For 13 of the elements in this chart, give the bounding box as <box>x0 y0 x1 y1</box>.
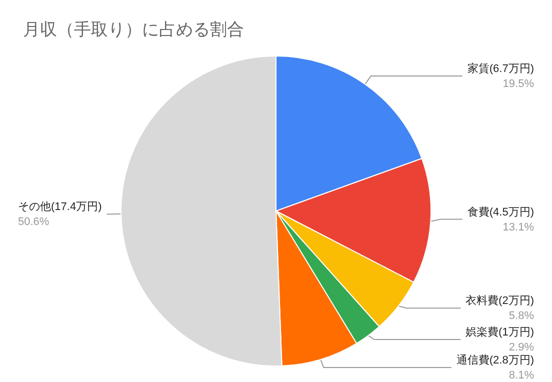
data-label: 2.9% <box>508 342 534 354</box>
slice-label: 通信費(2.8万円) <box>456 354 534 366</box>
slice-label: 娯楽費(1万円) <box>466 326 534 338</box>
chart-title: 月収（手取り）に占める割合 <box>23 20 244 39</box>
data-label: 8.1% <box>508 370 534 382</box>
slice-label: 家賃(6.7万円) <box>467 62 534 76</box>
data-label: 19.5% <box>502 78 534 90</box>
slice-label: 衣料費(2万円) <box>466 294 534 308</box>
data-label: 13.1% <box>502 221 534 234</box>
data-label: 50.6% <box>18 216 50 228</box>
data-label: 5.8% <box>508 310 534 322</box>
slice-label: その他(17.4万円) <box>18 201 102 214</box>
slice-label: 食費(4.5万円) <box>467 205 534 218</box>
